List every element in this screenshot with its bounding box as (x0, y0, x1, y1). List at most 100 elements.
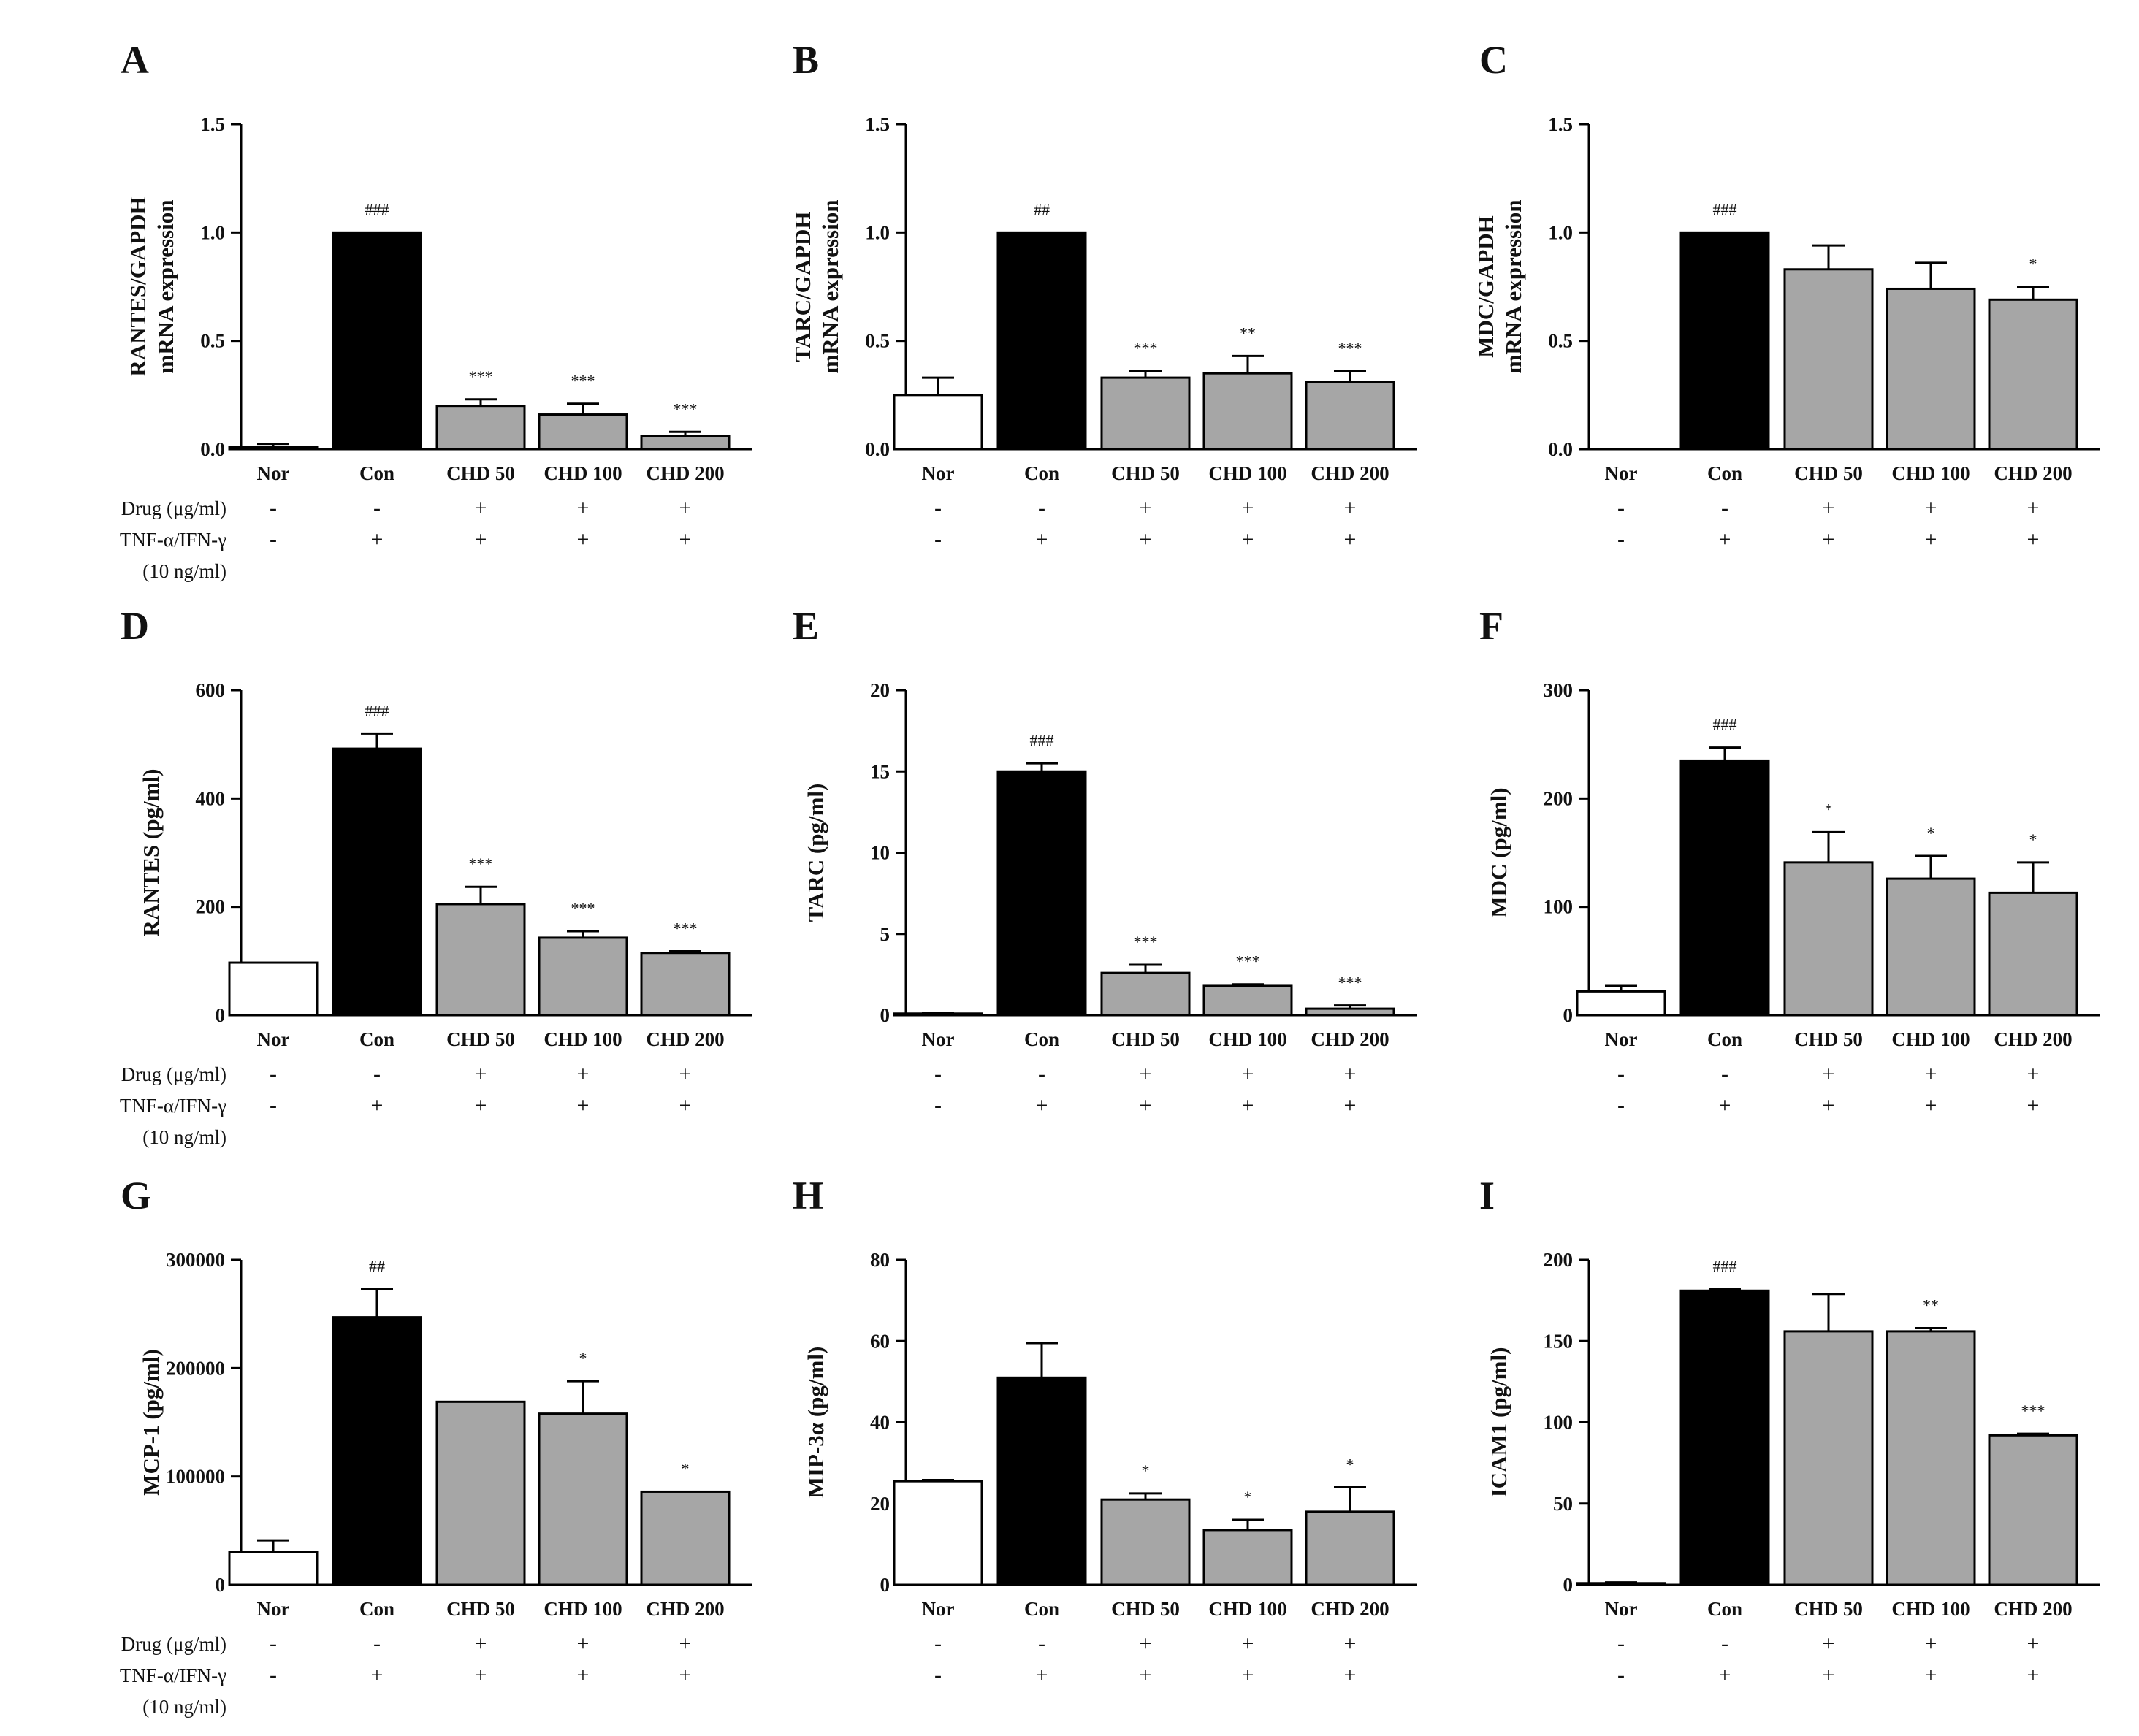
treatment-symbol: - (1038, 1062, 1045, 1086)
treatment-symbol: + (1242, 1093, 1254, 1117)
treatment-symbol: + (1344, 1062, 1357, 1086)
significance-mark: *** (1338, 974, 1362, 992)
treatment-symbol: - (373, 1632, 381, 1656)
treatment-symbol: + (577, 1663, 590, 1687)
y-axis-label-line: MDC (pg/ml) (1486, 787, 1511, 917)
category-label: Nor (922, 1028, 955, 1050)
treatment-row-label: TNF-α/IFN-γ (120, 1095, 226, 1117)
treatment-symbol: + (1036, 1663, 1048, 1687)
chart-panel-g: G 0 100000 200000 300000 MCP-1 (pg/ml) Nor ## Co… (120, 1174, 752, 1718)
treatment-symbol: + (475, 1632, 487, 1656)
category-label: Con (1024, 1598, 1059, 1620)
treatment-symbol: + (577, 1632, 590, 1656)
y-tick-label: 300 (1544, 679, 1574, 701)
significance-mark: *** (1338, 339, 1362, 357)
significance-mark: ### (1713, 1257, 1737, 1275)
category-label: Con (359, 1598, 394, 1620)
y-axis-label: TARC (pg/ml) (803, 784, 828, 922)
y-axis-label-line: TARC (pg/ml) (803, 784, 828, 922)
y-tick-label: 0 (880, 1574, 891, 1596)
treatment-symbol: + (1036, 1093, 1048, 1117)
bar (1679, 1289, 1770, 1586)
treatment-symbol: + (679, 496, 692, 520)
bar (1886, 877, 1976, 1017)
significance-mark: ** (1240, 324, 1256, 342)
y-axis-label: ICAM1 (pg/ml) (1486, 1347, 1511, 1498)
treatment-symbol: - (934, 1062, 942, 1086)
bar (1886, 1330, 1976, 1586)
treatment-symbol: - (1721, 1632, 1728, 1656)
y-axis-label-line: mRNA expression (817, 200, 843, 374)
treatment-symbol: + (577, 1062, 590, 1086)
significance-mark: *** (674, 919, 698, 937)
treatment-symbol: + (1823, 527, 1835, 551)
y-tick-label: 0 (880, 1004, 891, 1026)
chart-panel-i: I 0 50 100 150 200 ICAM1 (pg/ml) Nor ### Con CHD 5… (1479, 1174, 2100, 1687)
significance-mark: * (682, 1459, 690, 1477)
treatment-symbol: + (1242, 1663, 1254, 1687)
y-tick-label: 1.0 (1548, 221, 1573, 243)
treatment-symbol: + (1823, 496, 1835, 520)
treatment-symbol: + (2027, 1632, 2040, 1656)
y-tick-label: 0.5 (865, 330, 890, 352)
category-label: CHD 50 (1111, 1598, 1180, 1620)
category-label: CHD 100 (1891, 1598, 1970, 1620)
significance-mark: * (1244, 1488, 1252, 1506)
y-tick-label: 200 (1544, 1249, 1574, 1271)
treatment-row-label: Drug (μg/ml) (121, 1063, 226, 1085)
y-tick-label: 5 (880, 923, 891, 945)
bar (538, 1412, 628, 1586)
chart-panel-h: H 0 20 40 60 80 MIP-3α (pg/ml) Nor Con * CHD 50 * CH… (793, 1174, 1417, 1687)
panel-letter: B (793, 38, 819, 82)
bar (1886, 287, 1976, 451)
bar (1576, 990, 1666, 1017)
y-tick-label: 1.0 (200, 221, 225, 243)
y-tick-label: 0.5 (200, 330, 225, 352)
treatment-symbol: + (1344, 496, 1357, 520)
category-label: Nor (922, 1598, 955, 1620)
treatment-symbol: + (475, 496, 487, 520)
y-axis-label-line: MIP-3α (pg/ml) (803, 1347, 828, 1499)
category-label: CHD 200 (1994, 1598, 2072, 1620)
panel-letter: D (121, 604, 149, 648)
category-label: Con (1024, 462, 1059, 484)
treatment-symbol: + (1925, 1632, 1937, 1656)
treatment-symbol: - (1038, 1632, 1045, 1656)
category-label: Nor (1605, 462, 1638, 484)
treatment-symbol: + (2027, 496, 2040, 520)
bar (435, 405, 526, 451)
treatment-symbol: - (270, 1663, 277, 1687)
y-axis-label: TARC/GAPDH mRNA expression (790, 200, 843, 374)
treatment-symbol: + (475, 1062, 487, 1086)
y-tick-label: 0.0 (1548, 438, 1573, 460)
category-label: CHD 100 (544, 1598, 622, 1620)
bar (538, 413, 628, 451)
y-tick-label: 100 (1544, 1412, 1574, 1434)
treatment-symbol: + (1823, 1632, 1835, 1656)
treatment-symbol: + (1925, 1093, 1937, 1117)
y-tick-label: 200 (196, 896, 226, 918)
y-axis-label: RANTES (pg/ml) (138, 769, 164, 937)
bar (332, 747, 422, 1017)
treatment-symbol: + (1140, 1663, 1152, 1687)
treatment-symbol: + (1140, 527, 1152, 551)
category-label: CHD 200 (1994, 1028, 2072, 1050)
significance-mark: * (2029, 255, 2037, 273)
treatment-symbol: - (270, 527, 277, 551)
treatment-row-label: TNF-α/IFN-γ (120, 1664, 226, 1686)
treatment-symbol: + (1242, 496, 1254, 520)
significance-mark: * (1346, 1456, 1354, 1474)
significance-mark: *** (1134, 933, 1158, 951)
y-tick-label: 20 (870, 1493, 890, 1515)
treatment-symbol: + (2027, 1663, 2040, 1687)
treatment-symbol: - (934, 1632, 942, 1656)
y-tick-label: 150 (1544, 1330, 1574, 1352)
bar (228, 961, 319, 1017)
treatment-symbol: + (2027, 1093, 2040, 1117)
category-label: CHD 200 (646, 1028, 724, 1050)
treatment-symbol: + (679, 1663, 692, 1687)
y-tick-label: 60 (870, 1330, 890, 1352)
y-tick-label: 300000 (166, 1249, 225, 1271)
y-tick-label: 0 (216, 1574, 226, 1596)
treatment-symbol: + (1925, 496, 1937, 520)
